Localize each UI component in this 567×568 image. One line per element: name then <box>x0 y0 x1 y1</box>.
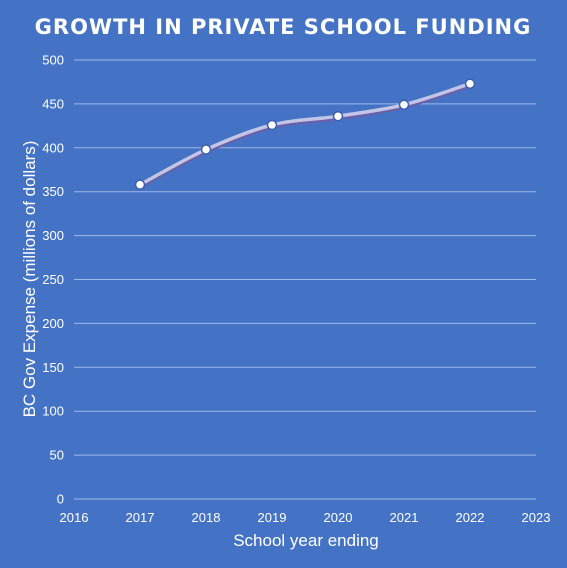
y-axis-ticks: 0 50 100 150 200 250 300 350 400 450 500 <box>42 53 64 507</box>
series-line <box>138 81 472 187</box>
data-point-2017 <box>134 179 146 190</box>
y-tick-label: 200 <box>42 316 64 331</box>
y-tick-label: 250 <box>42 272 64 287</box>
y-tick-label: 0 <box>57 492 64 507</box>
data-point-2020 <box>332 110 344 122</box>
data-markers <box>134 78 476 190</box>
x-tick-label: 2021 <box>390 510 419 525</box>
data-point-2021 <box>398 99 410 111</box>
y-tick-label: 500 <box>42 53 64 68</box>
data-point-2019 <box>266 119 278 131</box>
y-tick-label: 150 <box>42 360 64 375</box>
y-axis-label: BC Gov Expense (millions of dollars) <box>20 141 39 418</box>
x-axis-label: School year ending <box>233 531 379 550</box>
y-tick-label: 100 <box>42 404 64 419</box>
chart-title: GROWTH IN PRIVATE SCHOOL FUNDING <box>35 15 532 39</box>
gridlines <box>74 59 536 500</box>
data-series <box>138 81 472 189</box>
y-tick-label: 300 <box>42 228 64 243</box>
x-tick-label: 2017 <box>126 510 155 525</box>
x-tick-label: 2022 <box>456 510 485 525</box>
x-axis-ticks: 2016 2017 2018 2019 2020 2021 2022 2023 <box>60 510 551 525</box>
y-tick-label: 400 <box>42 140 64 155</box>
data-point-2022 <box>464 78 476 89</box>
y-tick-label: 50 <box>50 448 64 463</box>
y-tick-label: 350 <box>42 184 64 199</box>
x-tick-label: 2016 <box>60 510 89 525</box>
x-tick-label: 2019 <box>258 510 287 525</box>
data-point-2018 <box>200 144 212 155</box>
y-tick-label: 450 <box>42 96 64 111</box>
x-tick-label: 2020 <box>324 510 353 525</box>
x-tick-label: 2018 <box>192 510 221 525</box>
series-line-shadow <box>138 83 472 189</box>
x-tick-label: 2023 <box>522 510 551 525</box>
